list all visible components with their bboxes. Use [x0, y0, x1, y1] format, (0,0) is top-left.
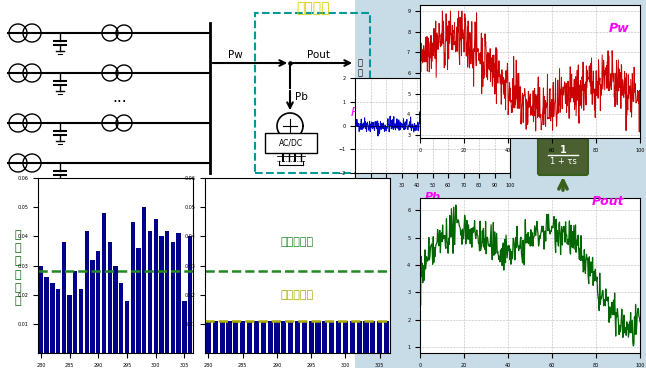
Bar [102, 213, 106, 353]
Bar [154, 219, 158, 353]
Bar [45, 277, 48, 353]
Bar [79, 289, 83, 353]
Bar [130, 222, 135, 353]
Text: Pw: Pw [227, 50, 242, 60]
Text: Pb: Pb [295, 92, 308, 102]
Text: 平抑后幅频: 平抑后幅频 [281, 290, 314, 300]
Bar [182, 301, 187, 353]
Bar [265, 133, 317, 153]
Text: Pout: Pout [592, 195, 625, 208]
Bar [176, 233, 181, 353]
Bar [329, 321, 335, 353]
Bar [370, 321, 375, 353]
Bar [322, 321, 328, 353]
Text: AC/DC: AC/DC [279, 138, 303, 148]
Text: 1 + τs: 1 + τs [550, 156, 576, 166]
Text: 平抑前幅频: 平抑前幅频 [281, 237, 314, 247]
Bar [315, 321, 320, 353]
Bar [142, 207, 147, 353]
Bar [108, 242, 112, 353]
Bar [0, 0, 355, 183]
Bar [288, 321, 293, 353]
Bar [384, 321, 389, 353]
Bar [349, 321, 355, 353]
Bar [206, 321, 211, 353]
Bar [160, 236, 163, 353]
Bar [233, 321, 238, 353]
Bar [247, 321, 252, 353]
Bar [261, 321, 266, 353]
Bar [73, 271, 78, 353]
Bar [254, 321, 259, 353]
Bar [357, 321, 362, 353]
Bar [343, 321, 348, 353]
Bar [240, 321, 245, 353]
Bar [336, 321, 341, 353]
Text: $P_b\!=\!P_w\!-\!P_{out}$: $P_b\!=\!P_w\!-\!P_{out}$ [350, 106, 426, 121]
Bar [309, 321, 314, 353]
Bar [213, 321, 218, 353]
Bar [50, 283, 54, 353]
Bar [90, 260, 95, 353]
Bar [96, 251, 100, 353]
Bar [226, 321, 231, 353]
Bar [119, 283, 123, 353]
Bar [275, 321, 280, 353]
Bar [85, 230, 89, 353]
Bar [113, 265, 118, 353]
Bar [61, 242, 66, 353]
Bar [136, 248, 141, 353]
Bar [267, 321, 273, 353]
Text: ...: ... [112, 91, 127, 106]
Text: Pb: Pb [424, 192, 441, 202]
Text: Pw: Pw [609, 22, 629, 35]
Bar [255, 13, 370, 173]
Text: Pout: Pout [306, 50, 329, 60]
Bar [302, 321, 307, 353]
Text: 电
网: 电 网 [358, 58, 363, 78]
Bar [56, 289, 60, 353]
Bar [0, 183, 355, 368]
Text: 1: 1 [559, 145, 567, 155]
Bar [148, 230, 152, 353]
Bar [281, 321, 286, 353]
Bar [377, 321, 382, 353]
Bar [165, 230, 169, 353]
Bar [39, 265, 43, 353]
Bar [125, 301, 129, 353]
Bar [364, 321, 369, 353]
Bar [171, 242, 175, 353]
Text: 波
动
分
量
频
次: 波 动 分 量 频 次 [15, 230, 21, 306]
Bar [295, 321, 300, 353]
Text: 储能系统: 储能系统 [297, 1, 329, 15]
Bar [188, 236, 193, 353]
Bar [220, 321, 225, 353]
Bar [67, 295, 72, 353]
FancyBboxPatch shape [538, 136, 588, 175]
